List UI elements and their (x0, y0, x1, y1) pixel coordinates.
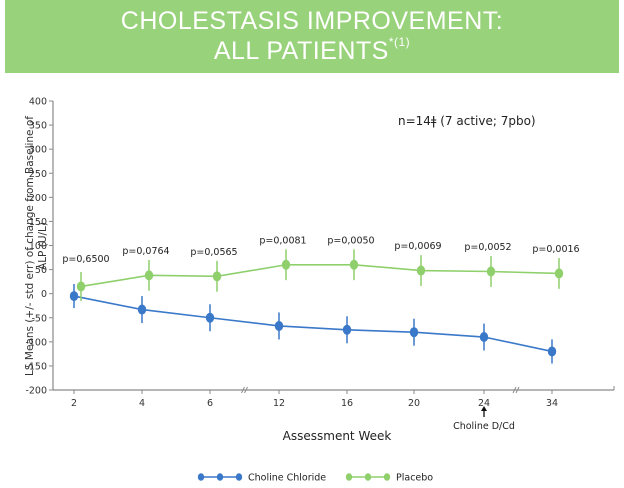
legend-marker (345, 473, 353, 481)
legend-label: Placebo (396, 473, 433, 484)
legend-label: Choline Chloride (248, 473, 326, 484)
data-point (409, 327, 419, 338)
x-axis-label: Assessment Week (283, 429, 392, 443)
axis-break-slash (244, 386, 248, 394)
y-axis-label-line-2: ALP (U/L) (37, 222, 49, 270)
p-value-label: p=0,0016 (532, 244, 579, 255)
data-point (274, 320, 284, 331)
title-line-2-text: ALL PATIENTS (213, 37, 389, 65)
y-tick-label: 150 (29, 217, 47, 228)
series-placebo (76, 249, 564, 301)
p-value-labels: p=0,6500 p=0,0764 p=0,0565 p=0,0081 p=0,0050… (62, 235, 579, 265)
axis-break-slash (512, 386, 517, 394)
data-point (281, 259, 291, 270)
y-tick-label: -150 (25, 361, 47, 372)
legend-item-choline-chloride: Choline Chloride (197, 473, 326, 484)
y-axis: 400 350 300 250 200 150 100 50 0 -50 -100 -150 -200 (25, 97, 54, 397)
series-line (73, 295, 553, 353)
y-tick-label: 350 (29, 121, 47, 132)
title-banner: CHOLESTASIS IMPROVEMENT: ALL PATIENTS*(1… (5, 0, 619, 73)
legend-marker (216, 473, 224, 481)
data-point (554, 268, 564, 279)
x-tick-label: 4 (139, 398, 145, 409)
p-value-label: p=0,0069 (394, 241, 441, 252)
x-tick-label: 16 (341, 398, 353, 409)
series-line (80, 263, 560, 288)
title-footnote: *(1) (388, 35, 411, 49)
axis-break-slash (241, 386, 245, 394)
data-point (479, 332, 489, 343)
legend: Choline Chloride Placebo (197, 473, 433, 484)
y-tick-label: 400 (29, 97, 47, 108)
p-value-label: p=0,0052 (464, 242, 511, 253)
x-tick-label: 20 (408, 398, 420, 409)
y-axis-label-line-1: LS Means (+/- std err) of change from Ba… (24, 116, 36, 376)
title-line-1: CHOLESTASIS IMPROVEMENT: (120, 7, 504, 35)
y-tick-label: 50 (35, 265, 47, 276)
x-tick-label: 24 (478, 398, 490, 409)
y-tick-label: 250 (29, 169, 47, 180)
p-value-label: p=0,0050 (327, 235, 374, 246)
x-tick-label: 6 (207, 398, 213, 409)
p-value-label: p=0,0565 (190, 247, 237, 258)
p-value-label: p=0,0764 (122, 246, 169, 257)
p-value-label: p=0,0081 (259, 235, 306, 246)
data-point (486, 266, 496, 277)
data-point (205, 312, 215, 323)
y-tick-label: -50 (31, 313, 47, 324)
data-point (137, 304, 147, 315)
data-point (212, 271, 222, 282)
title-line-2: ALL PATIENTS*(1) (5, 35, 619, 66)
legend-marker (235, 473, 243, 481)
series-layer (69, 249, 564, 364)
sample-size-annotation: n=14ǂ (7 active; 7pbo) (398, 114, 536, 128)
y-tick-label: 200 (29, 193, 47, 204)
data-point (349, 259, 359, 270)
axis-break-mark (512, 386, 520, 394)
legend-item-placebo: Placebo (345, 473, 433, 484)
y-tick-label: -100 (25, 337, 47, 348)
legend-marker (197, 473, 205, 481)
y-tick-label: 300 (29, 145, 47, 156)
axis-break-mark (241, 386, 248, 394)
data-point (342, 324, 352, 335)
legend-marker (383, 473, 391, 481)
axis-break-slash (515, 386, 520, 394)
x-axis: 2 4 6 12 16 20 24 34 (53, 386, 615, 409)
discontinuation-annotation: Choline D/Cd (453, 406, 515, 432)
x-tick-label: 12 (273, 398, 285, 409)
data-point (416, 265, 426, 276)
data-point (547, 346, 557, 357)
x-tick-label: 2 (71, 398, 77, 409)
p-value-label: p=0,6500 (62, 254, 109, 265)
data-point (76, 281, 86, 292)
arrow-head-icon (481, 406, 487, 411)
series-choline-chloride (69, 284, 557, 364)
legend-marker (364, 473, 372, 481)
y-tick-label: 0 (41, 289, 47, 300)
y-tick-label: -200 (25, 386, 47, 397)
data-point (69, 291, 79, 302)
discontinuation-label: Choline D/Cd (453, 421, 515, 432)
y-tick-label: 100 (29, 241, 47, 252)
data-point (144, 270, 154, 281)
x-tick-label: 34 (546, 398, 558, 409)
